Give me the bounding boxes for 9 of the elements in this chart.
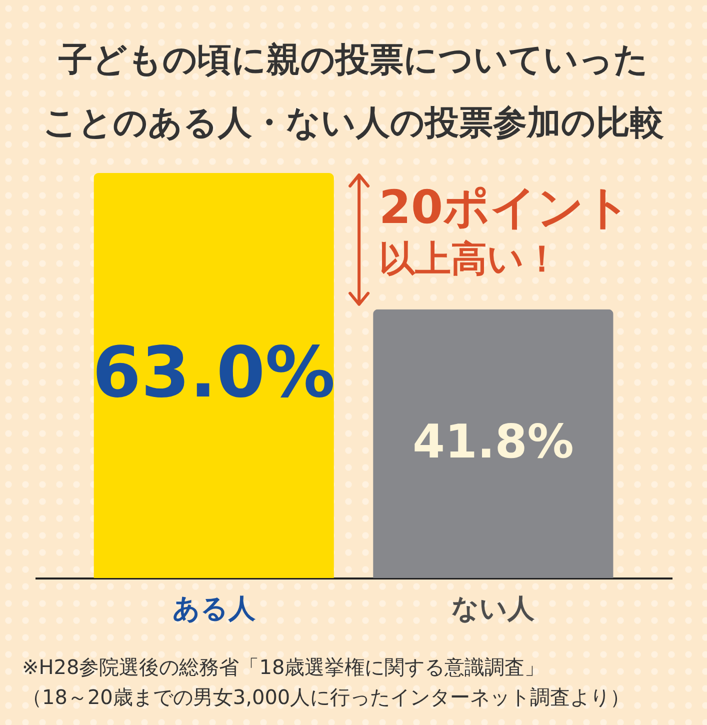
text: （18～20歳までの男女3,000人に行ったインターネット調査より） — [22, 685, 630, 709]
x-tick-label: ない人 — [452, 594, 536, 624]
data-label: 63.0% — [92, 332, 336, 414]
data-label: 41.8% — [412, 414, 574, 469]
chart-title: 子どもの頃に親の投票についていったことのある人・ない人の投票参加の比較 — [43, 40, 664, 143]
annotation: 20ポイント — [379, 180, 632, 234]
text: ※H28参院選後の総務省「18歳選挙権に関する意識調査」 — [22, 655, 545, 679]
x-tick-label: ある人 — [172, 594, 256, 624]
annotation: 以上高い！ — [379, 239, 560, 280]
